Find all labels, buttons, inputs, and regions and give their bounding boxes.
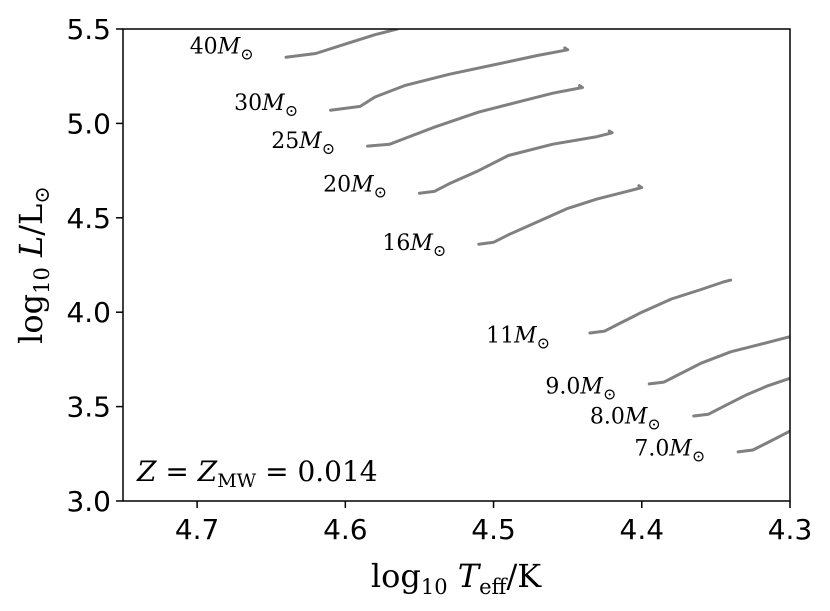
- track-line: [477, 184, 644, 246]
- track-labels: 40M⊙ 30M⊙ 25M⊙ 20M⊙ 16M⊙ 11M⊙ 9.0M⊙8.0M⊙ 7.0M⊙: [190, 35, 706, 466]
- track-line: [417, 129, 614, 195]
- track-line: [284, 29, 399, 59]
- x-tick-label: 4.4: [620, 513, 665, 546]
- track-label: 9.0M⊙: [545, 374, 616, 403]
- y-tick-label: 3.0: [66, 485, 111, 518]
- track-label: 11M⊙: [486, 323, 550, 352]
- y-tick-label: 5.5: [66, 13, 111, 46]
- track-line: [692, 376, 790, 418]
- track-line: [366, 84, 584, 148]
- track-line: [588, 278, 733, 335]
- track-label: 40M⊙: [190, 35, 254, 64]
- x-axis-title: log10 Teff/K: [371, 557, 542, 599]
- metallicity-annotation: Z = ZMW = 0.014: [136, 455, 378, 492]
- track-line: [329, 46, 570, 112]
- x-tick-label: 4.6: [323, 513, 368, 546]
- x-tick-label: 4.3: [768, 513, 813, 546]
- track-label: 20M⊙: [323, 172, 387, 201]
- track-line: [736, 429, 790, 454]
- plot-frame: [122, 28, 791, 502]
- y-tick-label: 4.0: [66, 296, 111, 329]
- track-label: 8.0M⊙: [590, 405, 661, 434]
- track-label: 30M⊙: [234, 91, 298, 120]
- track-label: 7.0M⊙: [634, 437, 705, 466]
- y-tick-label: 4.5: [66, 202, 111, 235]
- y-tick-label: 5.0: [66, 107, 111, 140]
- track-label: 25M⊙: [271, 129, 335, 158]
- x-tick-label: 4.5: [471, 513, 516, 546]
- track-label: 16M⊙: [382, 231, 446, 260]
- y-tick-label: 3.5: [66, 391, 111, 424]
- track-line: [647, 335, 790, 386]
- x-axis-ticks: 4.7 4.6 4.5 4.4 4.3: [175, 501, 812, 546]
- evolution-tracks: [284, 29, 790, 454]
- x-tick-label: 4.7: [175, 513, 220, 546]
- y-axis-ticks: 3.0 3.5 4.0 4.5 5.0 5.5: [66, 13, 123, 518]
- y-axis-title: log10 L/L⊙: [12, 186, 54, 344]
